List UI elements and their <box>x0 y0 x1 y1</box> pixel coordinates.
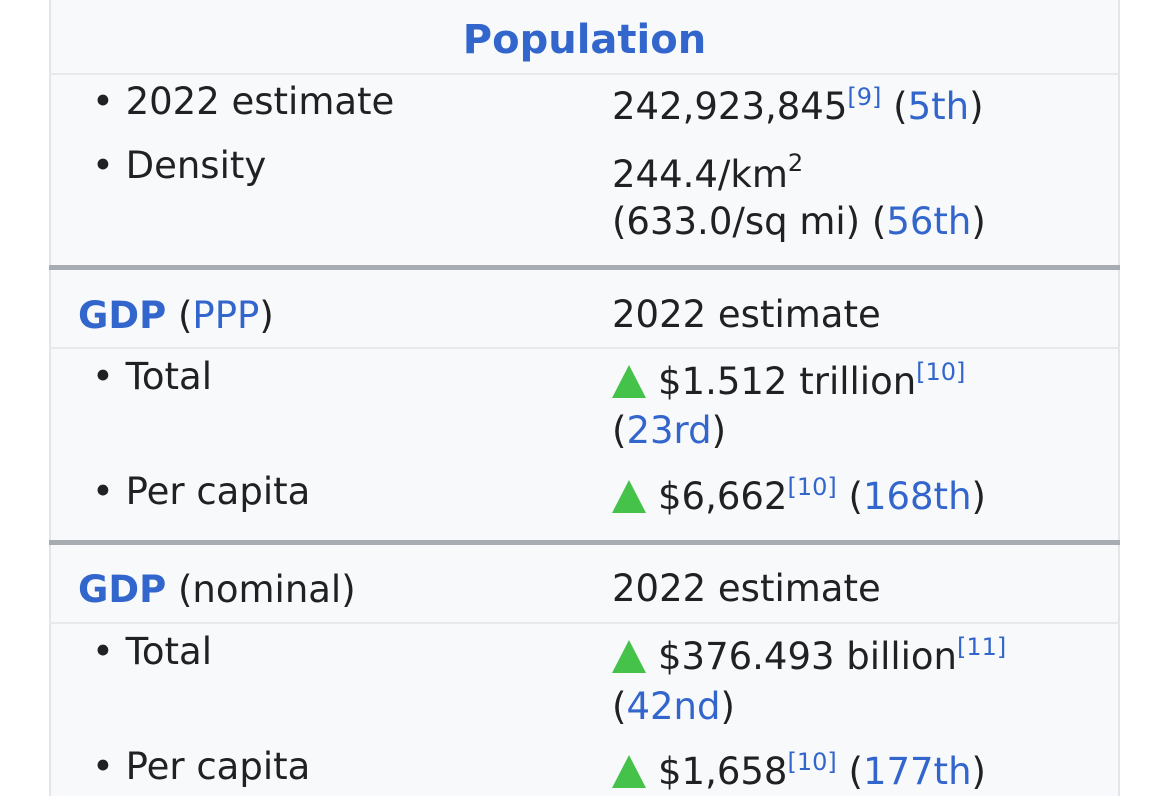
ppp-link[interactable]: PPP <box>192 294 260 337</box>
ref-10[interactable]: [10] <box>787 748 837 776</box>
gdp-ppp-per-capita-value: $6,662[10] (168th) <box>612 475 986 518</box>
gdp-ppp-year: 2022 estimate <box>612 293 881 336</box>
gdp-ppp-label: GDP (PPP) <box>78 294 274 337</box>
ref-10[interactable]: [10] <box>787 473 837 501</box>
ref-10[interactable]: [10] <box>916 358 966 386</box>
density-label: • Density <box>92 144 267 187</box>
gdp-ppp-rank-link[interactable]: 23rd <box>626 409 712 452</box>
gdp-nominal-total-label: • Total <box>92 630 212 673</box>
gdp-link[interactable]: GDP <box>78 294 167 337</box>
gdp-nominal-per-capita-number: $1,658 <box>658 750 788 793</box>
ref-9[interactable]: [9] <box>847 83 882 111</box>
gdp-nominal-total-number: $376.493 billion <box>658 635 957 678</box>
gdp-nominal-label: GDP (nominal) <box>78 571 356 608</box>
population-estimate-value: 242,923,845[9] (5th) <box>612 83 984 128</box>
density-imperial: (633.0/sq mi) (56th) <box>612 200 986 243</box>
density-number: 244.4/km <box>612 153 788 196</box>
population-estimate-number: 242,923,845 <box>612 85 848 128</box>
population-header[interactable]: Population <box>462 17 707 63</box>
gdp-nominal-total-value: $376.493 billion[11] <box>612 635 1006 678</box>
section-divider <box>49 265 1120 270</box>
gdp-nominal-total-rank: (42nd) <box>612 685 735 728</box>
gdp-ppp-total-label: • Total <box>92 355 212 398</box>
gdp-nominal-per-capita-label: • Per capita <box>92 745 311 788</box>
gdp-ppp-per-capita-number: $6,662 <box>658 475 788 518</box>
gdp-ppp-total-rank: (23rd) <box>612 409 727 452</box>
increase-icon <box>612 365 646 398</box>
density-sup: 2 <box>787 149 804 177</box>
increase-icon <box>612 640 646 673</box>
gdp-ppp-total-number: $1.512 trillion <box>658 360 917 403</box>
density-imperial-value: (633.0/sq mi) <box>612 200 861 243</box>
section-divider <box>49 540 1120 545</box>
gdp-link[interactable]: GDP <box>78 568 167 611</box>
gdp-nominal-year: 2022 estimate <box>612 567 881 610</box>
increase-icon <box>612 480 646 513</box>
population-estimate-label: • 2022 estimate <box>92 80 395 123</box>
gdp-nominal-per-capita-rank-link[interactable]: 177th <box>862 750 972 793</box>
gdp-nominal-rank-link[interactable]: 42nd <box>626 685 721 728</box>
gdp-nominal-label-rest: (nominal) <box>177 568 356 611</box>
gdp-nominal-per-capita-value: $1,658[10] (177th) <box>612 750 986 793</box>
infobox <box>49 0 1120 796</box>
divider <box>49 622 1120 624</box>
divider <box>49 347 1120 349</box>
density-rank-link[interactable]: 56th <box>886 200 972 243</box>
gdp-ppp-per-capita-rank-link[interactable]: 168th <box>862 475 972 518</box>
population-rank-link[interactable]: 5th <box>907 85 970 128</box>
increase-icon <box>612 755 646 788</box>
divider <box>49 73 1120 75</box>
density-value: 244.4/km2 <box>612 151 803 196</box>
gdp-ppp-per-capita-label: • Per capita <box>92 470 311 513</box>
gdp-ppp-total-value: $1.512 trillion[10] <box>612 360 965 403</box>
ref-11[interactable]: [11] <box>957 633 1007 661</box>
